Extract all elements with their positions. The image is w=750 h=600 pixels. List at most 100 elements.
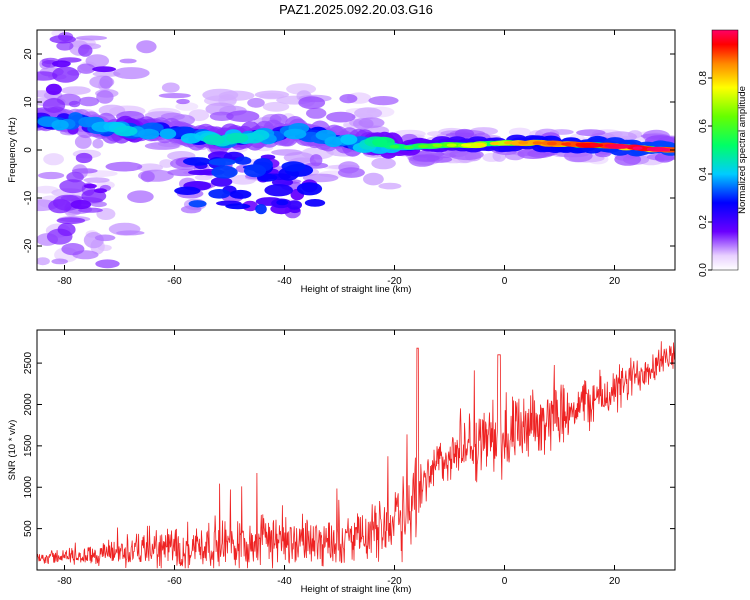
- y-tick-label: 20: [23, 48, 34, 60]
- heatmap-cell: [39, 16, 70, 28]
- heatmap-cell: [340, 134, 358, 145]
- chart-title: PAZ1.2025.092.20.03.G16: [279, 2, 433, 17]
- heatmap-cell: [113, 67, 150, 80]
- heatmap-cell: [306, 107, 327, 119]
- heatmap-cell: [309, 154, 323, 167]
- heatmap-cell: [51, 258, 68, 265]
- colorbar-tick-label: 0.2: [698, 215, 709, 229]
- colorbar-ticks: 0.0 0.2 0.4 0.6 0.8: [698, 71, 712, 277]
- heatmap-cell: [188, 169, 214, 176]
- heatmap-cell: [589, 143, 600, 147]
- colorbar-tick-label: 0.4: [698, 167, 709, 181]
- y-tick-label: 10: [23, 96, 34, 108]
- x-tick-label: -80: [57, 576, 72, 587]
- snr-y-ticks: 500 1000 1500 2000 2500: [23, 352, 675, 537]
- heatmap-cell: [418, 144, 429, 148]
- heatmap-cell: [358, 117, 385, 129]
- heatmap-cell: [412, 154, 440, 162]
- heatmap-cell: [75, 152, 93, 164]
- heatmap-cell: [59, 179, 87, 194]
- heatmap-cell: [180, 133, 202, 144]
- heatmap-cell: [243, 164, 267, 178]
- heatmap-cell: [70, 199, 92, 210]
- heatmap-cell: [632, 146, 643, 150]
- heatmap-cell: [94, 234, 116, 242]
- heatmap-cell: [159, 159, 174, 168]
- heatmap-cell: [247, 97, 265, 108]
- heatmap-cell: [446, 143, 457, 147]
- colorbar-gradient: [712, 30, 738, 270]
- heatmap-cell: [92, 66, 116, 73]
- heatmap-cell: [43, 153, 64, 166]
- heatmap-cell: [37, 19, 53, 30]
- heatmap-cell: [229, 189, 252, 199]
- heatmap-cell: [45, 83, 62, 95]
- heatmap-cell: [78, 44, 93, 57]
- heatmap-cell: [74, 134, 92, 149]
- heatmap-cell: [389, 144, 400, 149]
- y-tick-label: 2500: [23, 352, 34, 375]
- x-tick-label: -60: [167, 276, 182, 287]
- heatmap-cell: [52, 60, 71, 68]
- heatmap-cell: [461, 143, 471, 147]
- heatmap-cell: [363, 172, 384, 186]
- heatmap-cell: [226, 110, 260, 122]
- colorbar-tick-label: 0.0: [698, 263, 709, 277]
- x-tick-label: 20: [609, 276, 621, 287]
- heatmap-cell: [646, 146, 668, 152]
- heatmap-cell: [78, 207, 103, 213]
- snr-y-label: SNR (10 * v/v): [7, 420, 18, 481]
- heatmap-cell: [618, 145, 629, 149]
- heatmap-cell: [262, 101, 290, 112]
- heatmap-cell: [77, 63, 96, 74]
- x-tick-label: 0: [502, 576, 508, 587]
- heatmap-cell: [92, 138, 104, 149]
- snr-plot-area: [37, 330, 675, 570]
- heatmap-cell: [561, 142, 572, 146]
- heatmap-cell: [203, 134, 226, 145]
- heatmap-cell: [508, 127, 531, 137]
- snr-series-line: [37, 341, 675, 569]
- heatmap-cell: [48, 199, 72, 214]
- heatmap-cell: [276, 199, 289, 206]
- heatmap-cell: [49, 35, 76, 44]
- heatmap-cell: [78, 116, 96, 128]
- heatmap-cell: [113, 125, 138, 137]
- x-tick-label: -20: [387, 276, 402, 287]
- spectrogram-x-label: Height of straight line (km): [301, 284, 412, 295]
- heatmap-cell: [56, 41, 74, 51]
- heatmap-cell: [226, 132, 249, 144]
- heatmap-cell: [85, 54, 110, 68]
- colorbar-tick-label: 0.6: [698, 119, 709, 133]
- heatmap-cell: [354, 107, 383, 119]
- heatmap-cell: [489, 141, 500, 146]
- heatmap-cell: [255, 204, 267, 215]
- heatmap-cell: [159, 128, 177, 140]
- heatmap-cell: [372, 136, 395, 148]
- x-tick-label: -40: [277, 576, 292, 587]
- heatmap-cell: [304, 199, 326, 207]
- y-tick-label: 500: [23, 520, 34, 537]
- heatmap-cell: [96, 90, 114, 104]
- colorbar: 0.0 0.2 0.4 0.6 0.8 Normalized spectral ampl…: [698, 29, 748, 277]
- heatmap-cell: [475, 142, 486, 147]
- heatmap-cell: [194, 174, 213, 181]
- y-tick-label: 0: [23, 147, 34, 153]
- colorbar-frame: [711, 29, 739, 271]
- heatmap-cell: [140, 171, 155, 183]
- spectrogram-y-label: Frequency (Hz): [7, 117, 18, 182]
- heatmap-cell: [84, 183, 97, 189]
- heatmap-cell: [49, 12, 81, 24]
- heatmap-cell: [432, 143, 443, 147]
- heatmap-cell: [324, 136, 343, 147]
- heatmap-cell: [281, 161, 306, 172]
- spectrogram-panel: -80 -60 -40 -20 0 20 -20 -10 0 10 20 Height of st…: [7, 12, 676, 295]
- x-tick-label: 20: [609, 576, 621, 587]
- heatmap-cell: [371, 157, 396, 170]
- heatmap-cell: [188, 200, 207, 208]
- y-tick-label: -10: [23, 190, 34, 205]
- heatmap-cell: [83, 177, 110, 183]
- heatmap-cell: [138, 128, 160, 140]
- colorbar-label: Normalized spectral amplitude: [737, 86, 748, 214]
- heatmap-cell: [37, 257, 50, 266]
